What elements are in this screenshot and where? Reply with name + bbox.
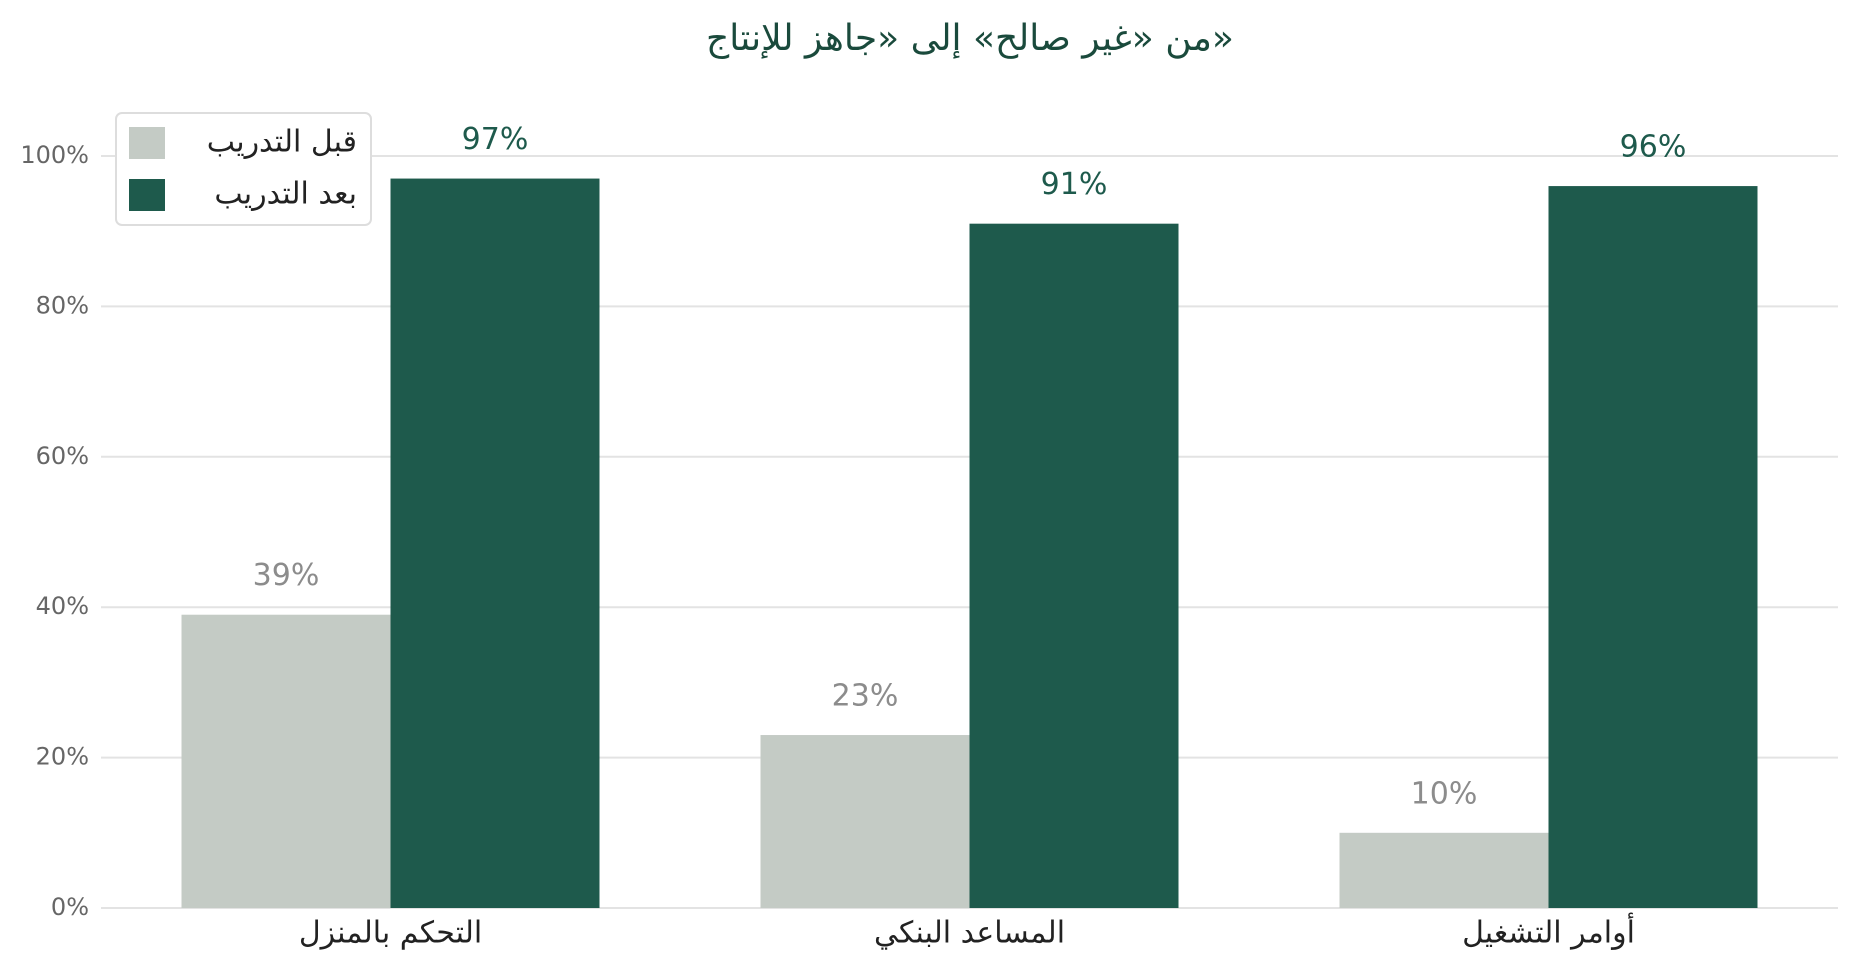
value-label: 91% <box>1041 167 1108 202</box>
value-label: 23% <box>832 679 899 714</box>
legend-label: قبل التدريب <box>207 125 357 160</box>
x-tick-label: أوامر التشغيل <box>1462 912 1635 951</box>
x-tick-label: التحكم بالمنزل <box>299 916 482 951</box>
value-label: 10% <box>1411 776 1478 811</box>
value-label: 96% <box>1620 130 1687 165</box>
y-tick-label: 60% <box>36 442 89 470</box>
bar <box>390 178 600 908</box>
legend-label: بعد التدريب <box>214 177 357 212</box>
legend-swatch <box>129 179 165 211</box>
bar <box>1339 832 1549 908</box>
chart-title: من «غير صالح» إلى «جاهز للإنتاج» <box>706 18 1234 59</box>
value-label: 39% <box>253 558 320 593</box>
y-tick-label: 100% <box>20 141 89 169</box>
bar <box>1548 186 1758 908</box>
bar <box>181 614 391 908</box>
y-tick-label: 0% <box>51 893 89 921</box>
bar <box>969 223 1179 908</box>
bar <box>760 735 970 908</box>
legend-box <box>115 112 372 226</box>
y-tick-label: 80% <box>36 291 89 319</box>
value-label: 97% <box>462 122 529 157</box>
y-tick-label: 40% <box>36 592 89 620</box>
y-tick-label: 20% <box>36 743 89 771</box>
x-tick-label: المساعد البنكي <box>874 916 1065 951</box>
legend-swatch <box>129 127 165 159</box>
